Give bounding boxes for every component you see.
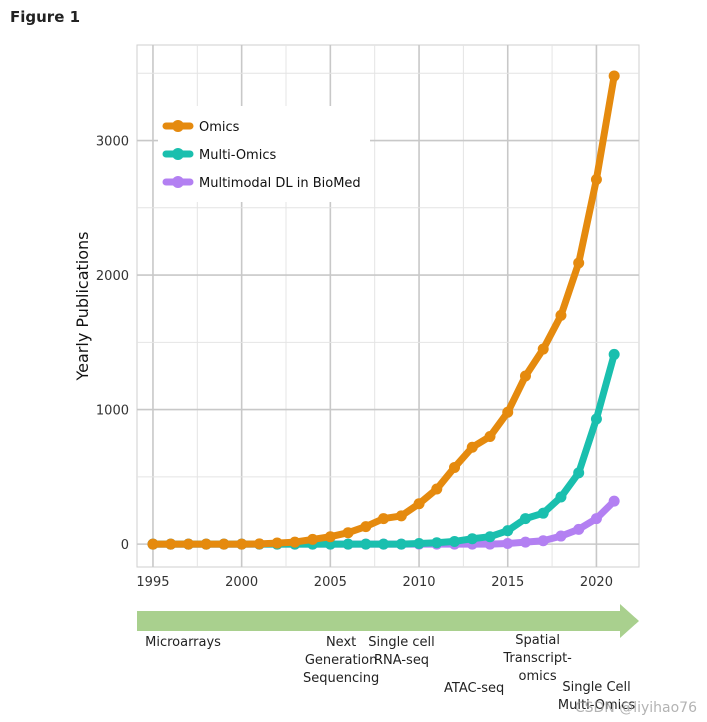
data-point [466,533,478,545]
timeline-arrow-shape [137,604,639,638]
legend: Omics Multi-Omics Multimodal DL in BioMed [158,106,370,202]
data-point [431,483,443,495]
timeline-arrow [137,604,639,638]
x-axis-ticks: 1995 2000 2005 2010 2015 2020 [136,575,613,590]
data-point [360,521,372,533]
data-point [324,531,336,543]
data-point [537,343,549,355]
data-point [431,537,443,549]
legend-label-multimodal-dl-in-biomed: Multimodal DL in BioMed [199,176,361,191]
milestone-label: Spatial Transcript- omics [503,633,572,684]
y-tick-label: 0 [121,538,129,553]
milestone-label: Next Generation Sequencing [302,635,380,686]
y-tick-label: 3000 [96,135,129,150]
data-point [573,257,585,269]
data-point [590,513,602,525]
data-point [271,537,283,549]
data-series [147,70,620,550]
data-point [502,406,514,418]
data-point [555,530,567,542]
data-point [413,498,425,510]
data-point [590,413,602,425]
x-tick-label: 2005 [314,575,347,590]
data-point [466,441,478,453]
milestone-label: Microarrays [145,635,221,650]
data-point [573,467,585,479]
data-point [342,527,354,539]
data-point [449,461,461,473]
data-point [608,495,620,507]
data-point [200,538,212,550]
legend-marker-multi-omics [172,148,184,160]
data-point [236,538,248,550]
data-point [519,536,531,548]
data-point [573,523,585,535]
data-point [182,538,194,550]
legend-marker-multimodal-dl-in-biomed [172,176,184,188]
data-point [519,513,531,525]
data-point [608,70,620,82]
y-axis-label: Yearly Publications [73,231,92,381]
data-point [395,510,407,522]
data-point [519,370,531,382]
x-tick-label: 2000 [225,575,258,590]
y-tick-label: 2000 [96,269,129,284]
data-point [147,538,159,550]
legend-marker-omics [172,120,184,132]
data-point [253,538,265,550]
data-point [413,537,425,549]
x-tick-label: 2010 [402,575,435,590]
y-tick-label: 1000 [96,404,129,419]
data-point [218,538,230,550]
x-tick-label: 1995 [136,575,169,590]
data-point [342,538,354,550]
legend-label-omics: Omics [199,120,240,135]
data-point [360,538,372,550]
data-point [378,513,390,525]
data-point [502,525,514,537]
milestone-label: Single cell RNA-seq [368,635,435,668]
milestone-label: ATAC-seq [444,681,505,696]
data-point [502,537,514,549]
data-point [449,535,461,547]
figure-label: Figure 1 [10,8,81,26]
x-tick-label: 2015 [491,575,524,590]
data-point [165,538,177,550]
data-point [395,538,407,550]
x-tick-label: 2020 [580,575,613,590]
data-point [555,491,567,503]
data-point [378,538,390,550]
data-point [537,535,549,547]
data-point [590,174,602,186]
data-point [307,533,319,545]
data-point [608,348,620,360]
series-omics [147,70,620,550]
y-axis-ticks: 0 1000 2000 3000 [96,135,129,554]
milestone-label: Single Cell Multi-Omics [557,680,636,713]
data-point [537,507,549,519]
data-point [555,309,567,321]
watermark: CSDN @liyihao76 [574,700,697,716]
legend-label-multi-omics: Multi-Omics [199,148,276,163]
data-point [484,531,496,543]
data-point [289,536,301,548]
data-point [484,431,496,442]
